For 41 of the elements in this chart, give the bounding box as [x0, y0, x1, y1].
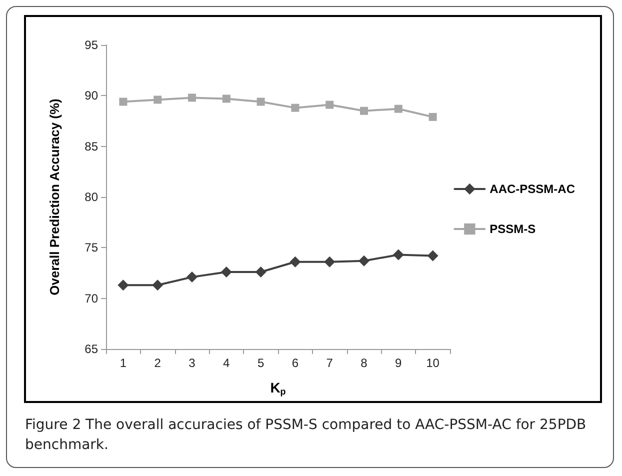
point: [326, 100, 334, 109]
point: [255, 266, 266, 278]
x-tick-label: 10: [426, 356, 440, 370]
y-tick-label: 65: [84, 342, 98, 356]
y-tick-label: 85: [84, 139, 98, 154]
point: [360, 106, 368, 115]
y-tick-label: 75: [84, 240, 98, 255]
point: [324, 256, 336, 268]
x-tick-label: 5: [257, 356, 264, 370]
y-tick-label: 95: [84, 38, 98, 52]
point: [188, 94, 196, 102]
x-tick-label: 7: [326, 356, 334, 370]
caption: Figure 2 The overall accuracies of PSSM-S compared to AAC-PSSM-AC for 25PDB benchmark.: [25, 416, 588, 455]
point: [220, 266, 232, 278]
y-tick-label: 80: [84, 190, 98, 204]
x-tick-label: 4: [223, 356, 230, 370]
point: [392, 249, 404, 260]
y-tick-label: 70: [84, 291, 98, 306]
point: [291, 104, 300, 112]
legend-label: PSSM-S: [490, 222, 536, 236]
point: [118, 280, 129, 291]
point: [290, 256, 301, 268]
x-tick-label: 3: [188, 356, 196, 370]
point: [152, 280, 164, 291]
point: [186, 272, 198, 283]
y-tick-label: 90: [84, 88, 98, 103]
x-tick-label: 9: [395, 356, 402, 370]
x-tick-label: 1: [120, 356, 127, 370]
legend-label: AAC-PSSM-AC: [490, 182, 576, 196]
point: [358, 255, 370, 266]
x-tick-label: 2: [154, 356, 162, 370]
point: [154, 96, 162, 104]
point: [119, 98, 128, 106]
point: [256, 98, 265, 106]
point: [394, 104, 402, 113]
point: [427, 250, 438, 262]
point: [428, 112, 437, 121]
x-tick-label: 6: [292, 356, 299, 370]
point: [222, 94, 230, 103]
x-tick-label: 8: [360, 356, 368, 370]
y-axis-title: Overall Prediction Accuracy (%): [47, 98, 62, 296]
